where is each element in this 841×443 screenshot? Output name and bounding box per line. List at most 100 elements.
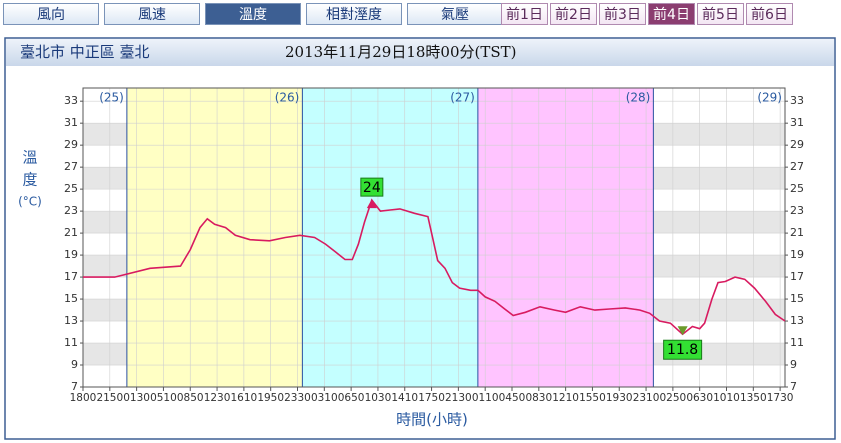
y-tick-label: 17 [64, 270, 78, 283]
x-tick-label: 0850 [177, 392, 204, 404]
x-tick-label: 1950 [257, 392, 284, 404]
y-tick-label: 11 [64, 336, 78, 349]
day-label: (26) [275, 91, 300, 105]
y-tick-label-right: 13 [790, 314, 804, 327]
x-tick-label: 1550 [579, 392, 606, 404]
max-box [360, 177, 384, 197]
stripe [653, 123, 785, 146]
y-tick-label-right: 29 [790, 138, 804, 151]
y-tick-label: 15 [64, 292, 78, 305]
y-tick-label: 25 [64, 182, 78, 195]
plot-frame [82, 87, 786, 388]
stripe [83, 123, 127, 146]
tab[interactable]: 前6日 [746, 3, 793, 25]
x-tick-label: 1410 [391, 392, 418, 404]
tab[interactable]: 前1日 [501, 3, 548, 25]
stripe [83, 299, 127, 322]
timestamp: 2013年11月29日18時00分(TST) [285, 43, 517, 61]
max-marker [366, 199, 377, 209]
y-tick-label-right: 15 [790, 292, 804, 305]
min-marker [677, 326, 688, 336]
max-label: 24 [363, 180, 381, 196]
y-tick-label: 27 [64, 160, 78, 173]
x-tick-label: 2130 [445, 392, 472, 404]
x-tick-label: 2330 [284, 392, 311, 404]
stripe [653, 299, 785, 322]
y-tick-label-right: 17 [790, 270, 804, 283]
line [83, 198, 786, 336]
x-tick-label: 1800 [70, 392, 97, 404]
y-axis-title: (°C) [18, 195, 42, 209]
x-tick-label: 0310 [311, 392, 338, 404]
y-tick-label: 13 [64, 314, 78, 327]
day-label: (28) [626, 91, 651, 105]
x-tick-label: 1030 [365, 392, 392, 404]
stripe [83, 255, 127, 278]
tab[interactable]: 前3日 [599, 3, 646, 25]
panel-header [6, 39, 834, 66]
x-tick-label: 0110 [472, 392, 499, 404]
y-tick-label: 7 [71, 380, 78, 393]
x-tick-label: 1930 [606, 392, 633, 404]
x-tick-label: 0450 [499, 392, 526, 404]
y-tick-label: 29 [64, 138, 78, 151]
y-tick-label: 23 [64, 204, 78, 217]
min-label: 11.8 [667, 342, 698, 358]
stripe [653, 167, 785, 190]
y-tick-label-right: 31 [790, 116, 804, 129]
y-tick-label-right: 25 [790, 182, 804, 195]
min-box [663, 339, 703, 360]
x-tick-label: 0130 [123, 392, 150, 404]
x-tick-label: 1730 [767, 392, 794, 404]
stripe [83, 167, 127, 190]
y-tick-label: 21 [64, 226, 78, 239]
x-tick-label: 0510 [150, 392, 177, 404]
x-tick-label: 1210 [552, 392, 579, 404]
stripe [653, 255, 785, 278]
y-tick-label: 33 [64, 94, 78, 107]
y-tick-label-right: 9 [790, 358, 797, 371]
day-label: (25) [99, 91, 124, 105]
x-tick-label: 0630 [686, 392, 713, 404]
x-tick-label: 0250 [660, 392, 687, 404]
stripe [83, 343, 127, 366]
y-tick-label: 31 [64, 116, 78, 129]
x-tick-label: 1230 [204, 392, 231, 404]
y-tick-label-right: 11 [790, 336, 804, 349]
x-axis-title: 時間(小時) [396, 411, 468, 429]
location: 臺北市 中正區 臺北 [20, 43, 150, 61]
y-tick-label-right: 33 [790, 94, 804, 107]
x-tick-label: 1010 [713, 392, 740, 404]
y-tick-label-right: 23 [790, 204, 804, 217]
tab[interactable]: 前4日 [648, 3, 695, 25]
y-tick-label-right: 7 [790, 380, 797, 393]
tab[interactable]: 相對溼度 [306, 3, 402, 25]
x-tick-label: 1610 [231, 392, 258, 404]
plot: 7 7 9 9 11 11 13 13 15 15 17 17 19 19 21 21 23 23 25 25 27 27… [18, 87, 804, 429]
y-tick-label: 19 [64, 248, 78, 261]
y-tick-label: 9 [71, 358, 78, 371]
y-axis-title: 溫 [22, 149, 37, 167]
tab[interactable]: 氣壓 [407, 3, 503, 25]
y-tick-label-right: 21 [790, 226, 804, 239]
tab[interactable]: 風速 [104, 3, 200, 25]
tab[interactable]: 溫度 [205, 3, 301, 25]
x-tick-label: 2310 [633, 392, 660, 404]
stripe [83, 211, 127, 234]
tab[interactable]: 前5日 [697, 3, 744, 25]
x-tick-label: 0830 [525, 392, 552, 404]
day-label: (29) [757, 91, 782, 105]
x-tick-label: 2150 [96, 392, 123, 404]
y-axis-title: 度 [22, 171, 37, 189]
tab[interactable]: 風向 [3, 3, 99, 25]
x-tick-label: 1350 [740, 392, 767, 404]
stripe [653, 211, 785, 234]
y-tick-label-right: 27 [790, 160, 804, 173]
x-tick-label: 0650 [338, 392, 365, 404]
tab[interactable]: 前2日 [550, 3, 597, 25]
day-band [302, 88, 478, 387]
day-band [126, 88, 303, 387]
day-label: (27) [450, 91, 475, 105]
